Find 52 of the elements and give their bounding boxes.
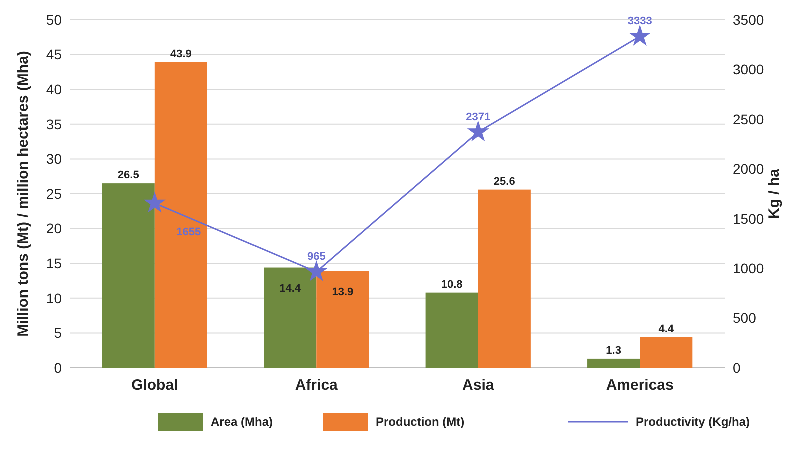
y-tick-label: 0 [54,360,62,376]
y2-tick-label: 3000 [733,62,764,78]
y2-tick-label: 2000 [733,161,764,178]
data-label: 4.4 [658,323,675,336]
y-tick-label: 40 [46,82,62,98]
bar [154,62,208,368]
point [306,260,328,282]
y2-tick-label: 1500 [733,210,764,227]
data-label: 1.3 [606,344,622,357]
y-tick-label: 20 [46,220,62,237]
data-label: 26.5 [118,170,140,182]
y-tick-label: 50 [46,12,62,28]
x-tick-label: Africa [295,377,339,394]
x-tick-label: Asia [462,377,495,394]
y-tick-label: 25 [46,186,62,202]
y-tick-label: 30 [46,151,62,168]
y-tick-label: 35 [46,116,62,132]
data-label: 14.4 [280,282,302,295]
point [144,192,166,213]
y2-tick-label: 0 [733,360,741,376]
bar [264,268,317,368]
x-tick-label: Americas [606,377,674,394]
bar [102,184,155,368]
x-tick-label: Global [132,377,178,394]
data-label: 3333 [628,16,652,28]
y-tick-label: 15 [46,256,62,272]
y2-tick-label: 2500 [733,111,764,128]
y-tick-label: 5 [54,325,62,342]
bar [640,337,693,368]
y-axis-title: Million tons (Mt) / million hectares (Mha) [15,51,32,337]
y-tick-label: 10 [46,290,62,306]
bar [478,190,531,368]
data-label: 2371 [466,111,491,124]
y2-tick-label: 500 [733,310,757,326]
y2-tick-label: 1000 [733,260,764,276]
legend-label: Area (Mha) [211,415,274,430]
y2-axis-title: Kg / ha [766,168,783,220]
data-label: 43.9 [170,48,192,60]
bar [588,358,640,368]
legend-label: Productivity (Kg/ha) [636,415,750,430]
bar [316,271,370,368]
point [629,25,652,46]
data-label: 25.6 [494,176,516,188]
data-label: 965 [307,251,326,264]
data-label: 13.9 [332,286,354,298]
y2-tick-label: 3500 [733,12,764,28]
point [467,120,490,142]
data-label: 10.8 [441,278,463,291]
data-label: 1655 [176,226,202,238]
bar [426,292,478,368]
legend-label: Production (Mt) [376,415,465,430]
y-tick-label: 45 [46,46,62,63]
